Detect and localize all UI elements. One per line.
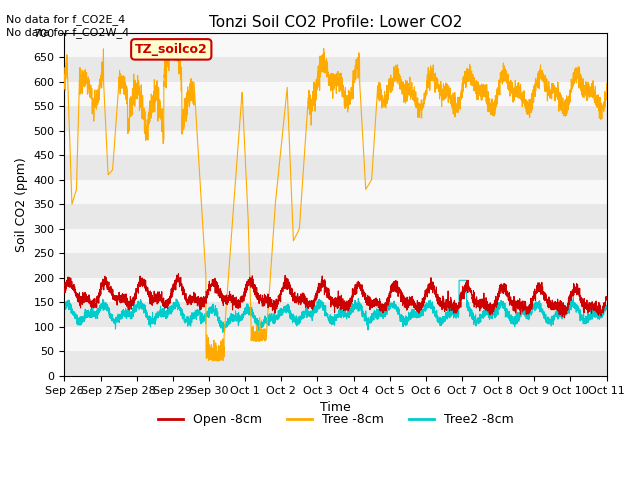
Tree -8cm <box>398 83 406 89</box>
Tree -8cm <box>214 358 222 364</box>
Open -8cm <box>603 294 611 300</box>
Line: Tree -8cm: Tree -8cm <box>65 42 607 361</box>
Line: Open -8cm: Open -8cm <box>65 274 607 318</box>
Bar <box>65 253 607 278</box>
Bar <box>65 351 607 376</box>
X-axis label: Time: Time <box>320 401 351 414</box>
Open -8cm <box>388 286 396 292</box>
Bar <box>65 229 607 253</box>
Text: No data for f_CO2E_4
No data for f_CO2W_4: No data for f_CO2E_4 No data for f_CO2W_… <box>6 14 130 38</box>
Tree -8cm <box>552 96 559 102</box>
Bar <box>65 155 607 180</box>
Bar <box>65 204 607 229</box>
Tree2 -8cm <box>61 303 68 309</box>
Tree2 -8cm <box>177 306 184 312</box>
Bar <box>65 131 607 155</box>
Open -8cm <box>61 286 68 291</box>
Tree -8cm <box>177 77 184 83</box>
Open -8cm <box>398 297 406 302</box>
Open -8cm <box>175 271 182 276</box>
Tree2 -8cm <box>603 307 611 312</box>
Bar <box>65 302 607 327</box>
Tree -8cm <box>61 85 68 91</box>
Tree -8cm <box>603 88 611 94</box>
Tree2 -8cm <box>219 329 227 335</box>
Legend: Open -8cm, Tree -8cm, Tree2 -8cm: Open -8cm, Tree -8cm, Tree2 -8cm <box>153 408 518 432</box>
Open -8cm <box>603 295 611 301</box>
Bar <box>65 57 607 82</box>
Tree -8cm <box>166 39 174 45</box>
Tree2 -8cm <box>398 312 406 318</box>
Bar <box>65 278 607 302</box>
Tree -8cm <box>212 345 220 350</box>
Tree2 -8cm <box>552 310 559 315</box>
Open -8cm <box>561 315 568 321</box>
Text: TZ_soilco2: TZ_soilco2 <box>135 43 207 56</box>
Title: Tonzi Soil CO2 Profile: Lower CO2: Tonzi Soil CO2 Profile: Lower CO2 <box>209 15 462 30</box>
Line: Tree2 -8cm: Tree2 -8cm <box>65 280 607 332</box>
Bar <box>65 180 607 204</box>
Open -8cm <box>177 275 184 280</box>
Tree -8cm <box>388 87 396 93</box>
Tree2 -8cm <box>212 311 220 316</box>
Tree2 -8cm <box>388 301 396 307</box>
Tree -8cm <box>603 80 611 86</box>
Bar <box>65 82 607 106</box>
Tree2 -8cm <box>603 304 611 310</box>
Bar <box>65 33 607 57</box>
Open -8cm <box>212 287 220 293</box>
Open -8cm <box>552 302 559 308</box>
Y-axis label: Soil CO2 (ppm): Soil CO2 (ppm) <box>15 157 28 252</box>
Tree2 -8cm <box>455 277 463 283</box>
Bar <box>65 327 607 351</box>
Bar <box>65 106 607 131</box>
